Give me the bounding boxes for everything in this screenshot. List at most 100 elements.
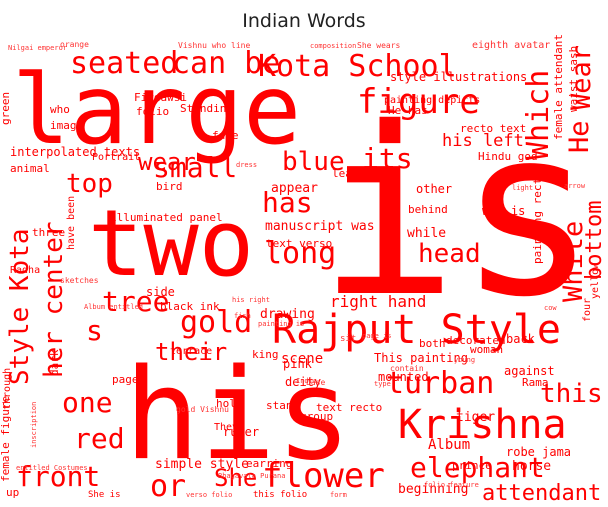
cloud-word: or — [150, 469, 186, 504]
cloud-word: yellow — [590, 262, 601, 299]
cloud-word: their — [155, 338, 227, 366]
cloud-word: his — [124, 341, 352, 488]
cloud-word: She wears — [357, 41, 401, 50]
cloud-word: large — [12, 54, 301, 166]
cloud-word: light — [512, 184, 533, 192]
cloud-word: blue — [282, 147, 345, 177]
cloud-word: style illustrations — [390, 70, 527, 84]
cloud-word: s — [86, 314, 103, 347]
cloud-word: up — [6, 486, 19, 499]
cloud-word: terrace — [170, 346, 212, 357]
cloud-word: female figure — [0, 396, 12, 482]
cloud-word: She — [214, 464, 257, 492]
cloud-word: green — [0, 92, 12, 125]
cloud-word: form — [330, 491, 347, 499]
cloud-word: side — [146, 285, 175, 299]
cloud-word: both — [419, 337, 446, 350]
cloud-word: page is — [362, 332, 392, 340]
cloud-word: Bhagavata Purana — [218, 472, 285, 480]
cloud-word: beginning — [398, 482, 468, 497]
cloud-word: its — [362, 142, 413, 175]
cloud-word: this — [540, 379, 603, 409]
cloud-word: appear — [271, 181, 318, 196]
cloud-word: scene — [281, 351, 323, 367]
cloud-word: painting recto — [531, 171, 544, 264]
cloud-word: He has — [388, 104, 428, 117]
cloud-word: sit — [340, 334, 356, 344]
cloud-word: his right — [232, 296, 270, 304]
cloud-word: mounted — [378, 370, 429, 384]
cloud-word: White — [558, 221, 589, 302]
cloud-word: fish — [234, 312, 251, 320]
cloud-word: drawing — [260, 307, 315, 322]
cloud-word: right hand — [330, 292, 426, 311]
cloud-word: four — [582, 298, 593, 322]
cloud-word: recto text — [460, 122, 526, 135]
cloud-word: base — [306, 378, 325, 387]
cloud-word: his left — [442, 131, 524, 151]
cloud-word: attendant — [482, 481, 601, 506]
cloud-word: simple style — [155, 457, 249, 472]
cloud-word: Style Kota — [5, 228, 35, 385]
cloud-word: front — [16, 460, 100, 493]
cloud-word: painting is — [258, 320, 304, 328]
cloud-word: small — [153, 151, 237, 184]
cloud-word: Kota School — [258, 49, 457, 84]
cloud-word: She is — [88, 490, 121, 500]
cloud-word: waist sash — [567, 46, 580, 112]
cloud-word: tiger — [456, 410, 495, 425]
cloud-word: bird — [156, 180, 183, 193]
cloud-word: elephant — [410, 451, 545, 484]
cloud-word: young — [454, 356, 475, 364]
cloud-word: flower — [262, 456, 385, 496]
cloud-word: dark — [48, 349, 61, 376]
cloud-word: Rajput Style — [272, 307, 561, 353]
cloud-word: head — [418, 239, 481, 269]
cloud-word: while — [407, 226, 446, 241]
cloud-word: deity — [285, 375, 321, 389]
cloud-word: orange — [60, 40, 89, 49]
cloud-word: can be — [172, 46, 280, 81]
cloud-word: Krishna — [398, 402, 567, 448]
cloud-word: seated — [70, 46, 178, 81]
cloud-word: verso folio — [186, 491, 232, 499]
cloud-word: text recto — [316, 401, 382, 414]
cloud-word: other — [416, 182, 452, 196]
cloud-word: Radha — [10, 265, 40, 276]
cloud-word: painting depicts — [384, 95, 480, 106]
cloud-word: page — [112, 373, 139, 386]
cloud-word: black ink — [160, 300, 220, 313]
cloud-word: manuscript was — [265, 219, 375, 234]
cloud-word: figure — [357, 82, 480, 122]
figure-title: Indian Words — [242, 10, 366, 32]
cloud-word: wear — [138, 148, 196, 176]
cloud-word: Album — [428, 437, 470, 453]
cloud-word: folio — [136, 105, 169, 118]
cloud-word: decorated — [446, 334, 506, 347]
cloud-word: Album entitled — [84, 303, 143, 311]
cloud-word: who — [50, 103, 70, 116]
cloud-word: gold Vishnu — [176, 405, 229, 414]
cloud-word: image — [50, 119, 83, 132]
cloud-word: eighth avatar — [472, 40, 550, 51]
cloud-word: pink — [283, 357, 313, 371]
cloud-word: hold — [216, 397, 243, 410]
cloud-word: through — [2, 368, 13, 410]
cloud-word: Which — [521, 70, 556, 160]
cloud-word: Firdawsi — [134, 91, 187, 104]
cloud-word: against — [504, 364, 555, 378]
cloud-word: animal — [10, 162, 50, 175]
cloud-word: arrow — [564, 182, 586, 190]
cloud-word: red — [74, 422, 125, 455]
cloud-word: this folio — [253, 490, 307, 500]
cloud-word: This painting — [374, 351, 468, 365]
cloud-word: prince — [452, 459, 492, 472]
cloud-word: long — [264, 236, 336, 271]
cloud-word: robe jama — [506, 445, 571, 459]
cloud-word: composition — [310, 42, 356, 50]
cloud-word: two — [88, 190, 254, 297]
cloud-word: has — [262, 186, 313, 219]
cloud-word: turban — [386, 366, 494, 401]
